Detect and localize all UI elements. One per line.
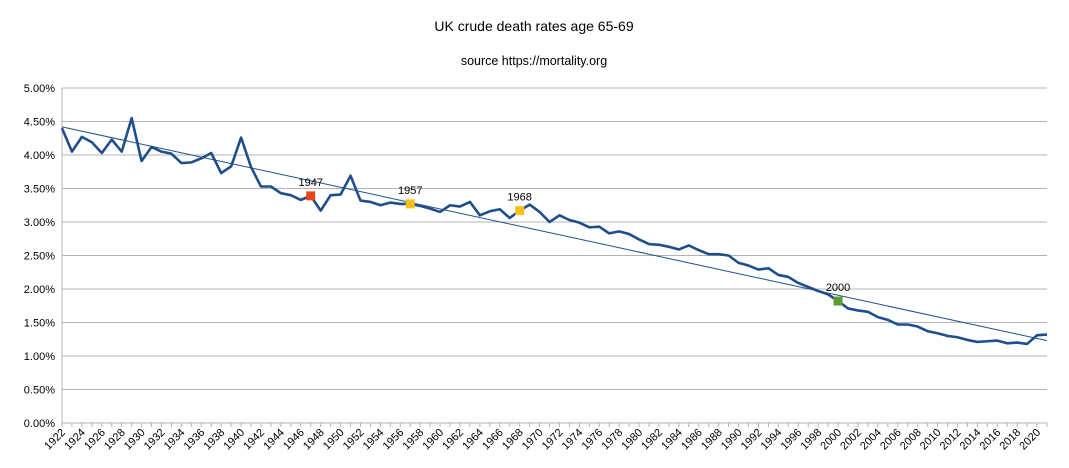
y-tick-label: 1.50% (24, 318, 55, 330)
highlight-marker-1957 (405, 199, 415, 209)
x-tick-label: 1980 (619, 427, 645, 453)
x-tick-label: 1938 (202, 427, 228, 453)
y-tick-label: 4.50% (24, 117, 55, 129)
x-tick-label: 1944 (261, 427, 287, 453)
y-tick-label: 3.50% (24, 184, 55, 196)
y-tick-label: 5.00% (24, 83, 55, 95)
x-tick-label: 1974 (560, 427, 586, 453)
x-tick-label: 1952 (341, 427, 367, 453)
y-tick-label: 2.50% (24, 251, 55, 263)
x-tick-label: 1966 (480, 427, 506, 453)
x-tick-label: 1988 (699, 427, 725, 453)
highlight-marker-1968 (515, 206, 525, 216)
x-tick-label: 1986 (679, 427, 705, 453)
x-tick-label: 1922 (42, 427, 68, 453)
y-tick-label: 0.00% (24, 418, 55, 430)
series-line (60, 116, 1048, 346)
y-axis: 0.00% 0.50% 1.00% 1.50% 2.00% 2.50% 3.00% 3.50%… (24, 83, 55, 430)
chart-subtitle: source https://mortality.org (461, 54, 607, 68)
x-tick-label: 1992 (739, 427, 765, 453)
highlight-label-1968: 1968 (507, 192, 531, 204)
x-tick-label: 1968 (500, 427, 526, 453)
x-tick-label: 2004 (858, 427, 884, 453)
x-tick-label: 1932 (142, 427, 168, 453)
x-tick-label: 1936 (182, 427, 208, 453)
highlight-label-1947: 1947 (298, 177, 322, 189)
x-tick-label: 1990 (719, 427, 745, 453)
grid-lines (61, 87, 1047, 424)
x-tick-label: 1996 (779, 427, 805, 453)
trendline (61, 126, 1048, 342)
x-tick-label: 1982 (639, 427, 665, 453)
x-tick-label: 1928 (102, 427, 128, 453)
highlight-label-1957: 1957 (398, 185, 422, 197)
x-tick-label: 2018 (997, 427, 1023, 453)
x-tick-label: 1930 (122, 427, 148, 453)
x-tick-label: 1970 (520, 427, 546, 453)
plot-area (60, 116, 1048, 346)
x-tick-label: 1976 (580, 427, 606, 453)
x-tick-label: 1942 (241, 427, 267, 453)
x-tick-label: 1962 (440, 427, 466, 453)
x-tick-label: 1960 (420, 427, 446, 453)
x-tick-label: 1958 (401, 427, 427, 453)
x-tick-label: 2002 (838, 427, 864, 453)
y-tick-label: 3.00% (24, 217, 55, 229)
x-tick-label: 2020 (1017, 427, 1043, 453)
x-tick-label: 1994 (759, 427, 785, 453)
x-tick-label: 1950 (321, 427, 347, 453)
x-tick-label: 1926 (82, 427, 108, 453)
x-tick-label: 1964 (460, 427, 486, 453)
x-tick-label: 2006 (878, 427, 904, 453)
x-tick-label: 2016 (978, 427, 1004, 453)
highlight-markers: 1947 1957 1968 2000 (298, 177, 850, 306)
x-tick-label: 1934 (162, 427, 188, 453)
x-tick-label: 1954 (361, 427, 387, 453)
y-tick-label: 4.00% (24, 150, 55, 162)
x-tick-label: 1946 (281, 427, 307, 453)
x-axis: 1922192419261928193019321934193619381940… (42, 423, 1048, 453)
x-tick-label: 1984 (659, 427, 685, 453)
x-tick-label: 1940 (221, 427, 247, 453)
x-tick-label: 2010 (918, 427, 944, 453)
x-tick-label: 2012 (938, 427, 964, 453)
highlight-marker-1947 (306, 191, 316, 201)
x-tick-label: 1948 (301, 427, 327, 453)
x-tick-label: 1998 (798, 427, 824, 453)
x-tick-label: 1972 (540, 427, 566, 453)
y-tick-label: 0.50% (24, 385, 55, 397)
y-tick-label: 1.00% (24, 351, 55, 363)
x-tick-label: 2008 (898, 427, 924, 453)
x-tick-label: 1978 (599, 427, 625, 453)
y-tick-label: 2.00% (24, 284, 55, 296)
x-tick-label: 2000 (818, 427, 844, 453)
highlight-label-2000: 2000 (826, 282, 850, 294)
x-tick-label: 1956 (381, 427, 407, 453)
highlight-marker-2000 (833, 296, 843, 306)
x-tick-label: 2014 (958, 427, 984, 453)
chart-title: UK crude death rates age 65-69 (434, 18, 633, 34)
x-tick-label: 1924 (62, 427, 88, 453)
